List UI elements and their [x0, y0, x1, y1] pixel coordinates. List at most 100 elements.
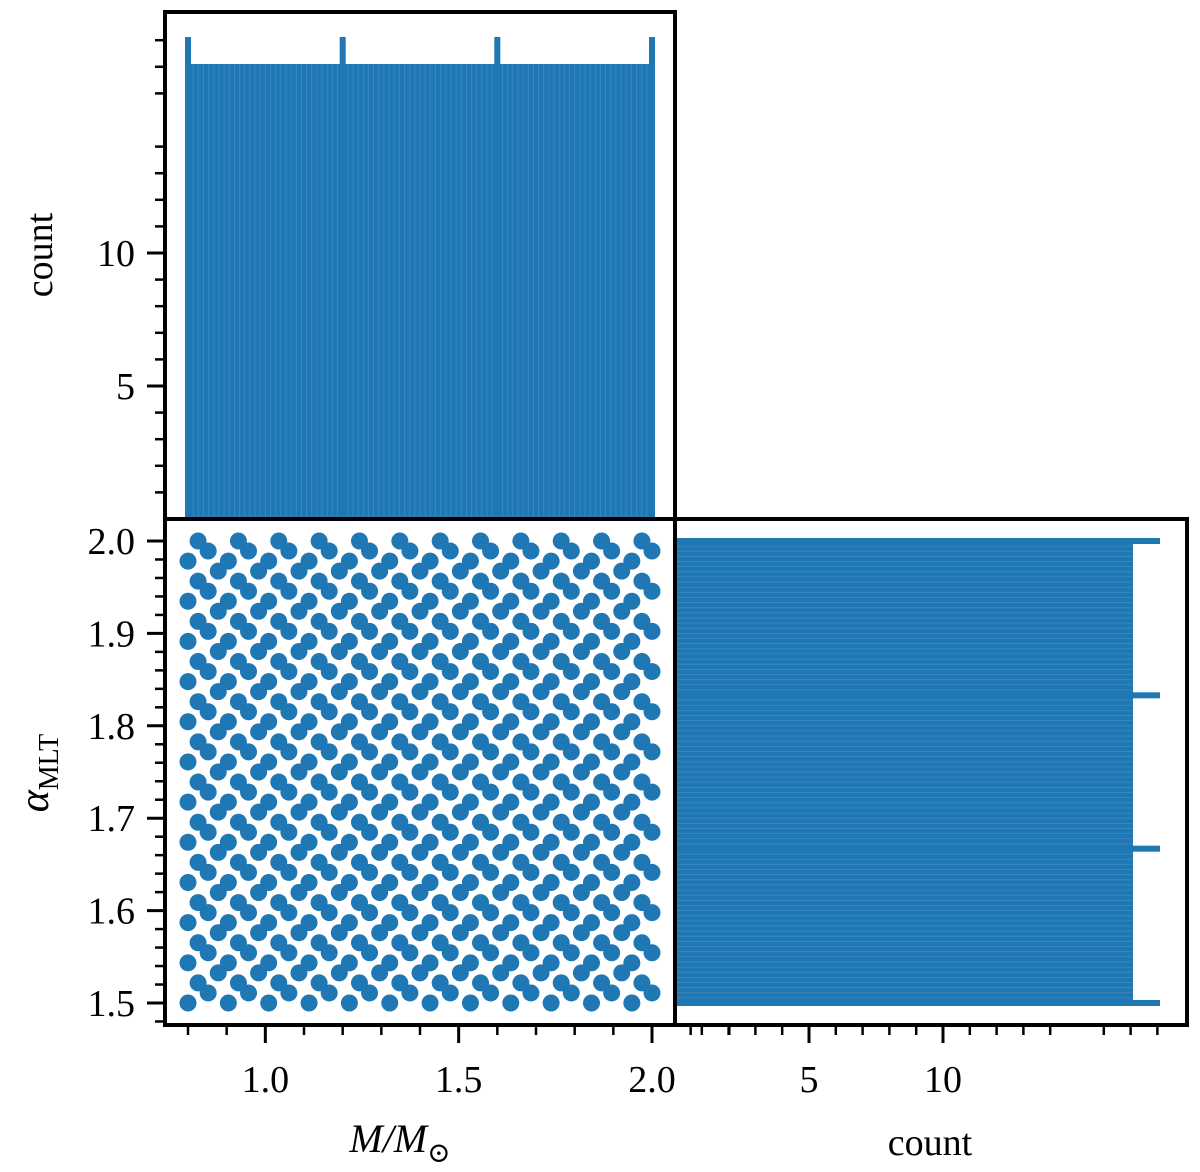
scatter-point	[582, 954, 600, 972]
scatter-point	[219, 713, 237, 731]
scatter-point	[381, 833, 399, 851]
scatter-point	[280, 944, 298, 962]
right-histogram-peak-bar	[675, 692, 1160, 699]
right-histogram-bars	[675, 538, 1160, 1006]
scatter-point	[623, 914, 641, 932]
scatter-point	[199, 783, 217, 801]
scatter-point	[502, 713, 520, 731]
scatter-point	[340, 954, 358, 972]
scatter-point	[522, 904, 540, 922]
scatter-point	[240, 863, 258, 881]
top-histogram-panel: 5 10 count	[19, 10, 677, 521]
scatter-point	[522, 783, 540, 801]
scatter-x-tick-label: 1.5	[435, 1059, 483, 1101]
scatter-point	[199, 663, 217, 681]
scatter-point	[542, 713, 560, 731]
scatter-point	[179, 592, 197, 610]
scatter-point	[603, 582, 621, 600]
scatter-point	[361, 703, 379, 721]
scatter-x-tick-label: 2.0	[628, 1059, 676, 1101]
scatter-point	[522, 823, 540, 841]
scatter-point	[623, 793, 641, 811]
scatter-point	[179, 833, 197, 851]
scatter-point	[482, 703, 500, 721]
scatter-point	[219, 994, 237, 1012]
scatter-point	[542, 673, 560, 691]
scatter-point	[623, 954, 641, 972]
scatter-point	[441, 703, 459, 721]
scatter-point	[179, 914, 197, 932]
scatter-point	[562, 904, 580, 922]
scatter-point	[199, 622, 217, 640]
scatter-point	[421, 632, 439, 650]
scatter-ylabel-main: α	[12, 789, 58, 812]
scatter-point	[300, 793, 318, 811]
right-histogram-panel: 5 10 count	[673, 517, 1189, 1164]
scatter-point	[603, 984, 621, 1002]
top-histogram-bar-body	[188, 64, 652, 519]
scatter-point	[421, 914, 439, 932]
scatter-point	[219, 632, 237, 650]
scatter-point	[643, 863, 661, 881]
scatter-point	[643, 944, 661, 962]
scatter-point	[320, 663, 338, 681]
scatter-point	[421, 873, 439, 891]
scatter-point	[179, 673, 197, 691]
scatter-point	[482, 984, 500, 1002]
scatter-point	[300, 713, 318, 731]
scatter-point	[381, 994, 399, 1012]
scatter-point	[199, 582, 217, 600]
scatter-point	[199, 984, 217, 1002]
scatter-point	[401, 783, 419, 801]
top-histogram-ylabel: count	[19, 212, 61, 297]
scatter-point	[401, 663, 419, 681]
scatter-point	[300, 873, 318, 891]
scatter-point	[219, 954, 237, 972]
scatter-point	[522, 743, 540, 761]
scatter-point	[582, 592, 600, 610]
scatter-point	[361, 542, 379, 560]
scatter-point	[542, 873, 560, 891]
scatter-point	[603, 823, 621, 841]
scatter-point	[340, 994, 358, 1012]
scatter-point	[522, 703, 540, 721]
scatter-point	[522, 863, 540, 881]
scatter-point	[421, 713, 439, 731]
scatter-ylabel: αMLT	[12, 734, 65, 813]
scatter-point	[320, 703, 338, 721]
top-y-tick-label: 5	[116, 366, 135, 408]
scatter-point	[522, 944, 540, 962]
right-histogram-peak-bar	[675, 1000, 1160, 1006]
right-histogram-bar-body	[675, 541, 1133, 1003]
scatter-point	[260, 793, 278, 811]
scatter-point	[219, 914, 237, 932]
scatter-point	[300, 914, 318, 932]
scatter-xlabel-sub: ⊙	[427, 1138, 450, 1169]
scatter-point	[280, 582, 298, 600]
scatter-point	[441, 863, 459, 881]
scatter-point	[502, 753, 520, 771]
scatter-point	[340, 552, 358, 570]
scatter-point	[300, 753, 318, 771]
scatter-point	[361, 823, 379, 841]
scatter-point	[562, 622, 580, 640]
scatter-point	[522, 984, 540, 1002]
scatter-point	[441, 622, 459, 640]
scatter-point	[502, 632, 520, 650]
scatter-point	[502, 954, 520, 972]
scatter-point	[340, 632, 358, 650]
scatter-point	[582, 994, 600, 1012]
scatter-point	[199, 743, 217, 761]
scatter-y-tick-label: 1.5	[88, 983, 136, 1025]
scatter-point	[401, 582, 419, 600]
right-histogram-peak-bar	[675, 538, 1160, 544]
scatter-point	[522, 582, 540, 600]
right-histogram-x-ticks: 5 10	[700, 1025, 1159, 1101]
scatter-point	[340, 592, 358, 610]
scatter-point	[240, 904, 258, 922]
scatter-point	[461, 873, 479, 891]
right-histogram-frame	[673, 517, 1189, 1027]
scatter-point	[482, 944, 500, 962]
scatter-point	[643, 663, 661, 681]
